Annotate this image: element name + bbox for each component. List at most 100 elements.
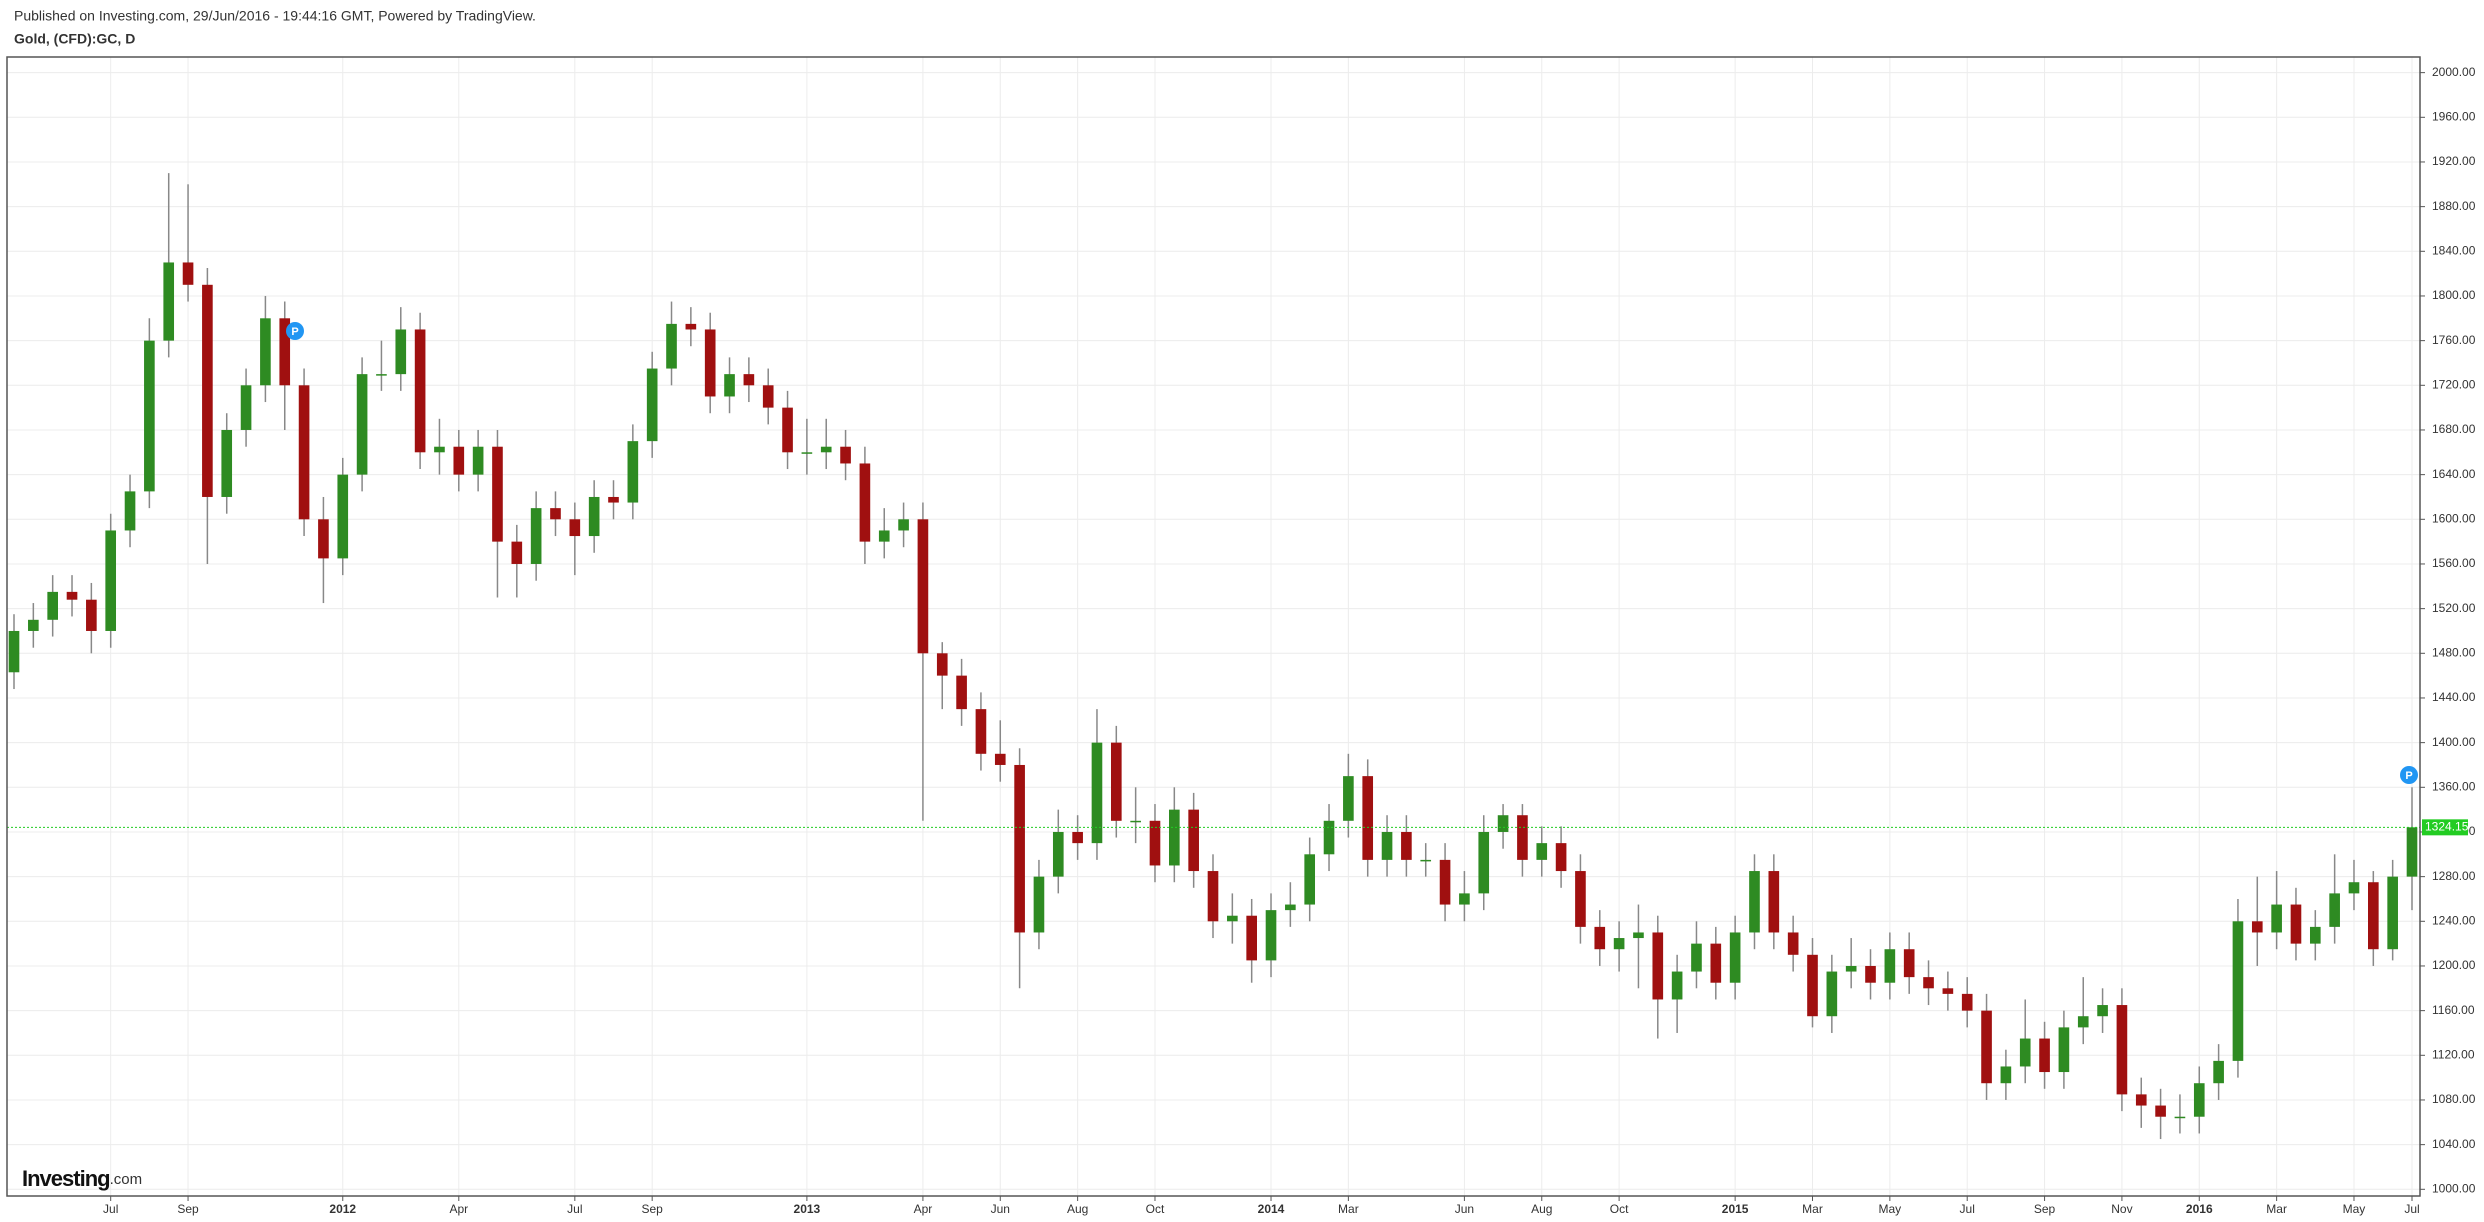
candle-body	[318, 519, 329, 559]
x-tick-label: 2013	[794, 1202, 821, 1216]
candle-body	[66, 591, 78, 600]
candle-body	[356, 374, 368, 475]
candle-body	[975, 709, 987, 754]
candle-body	[472, 446, 484, 475]
y-tick-label: 1280.00	[2432, 869, 2476, 883]
candle-body	[279, 318, 291, 386]
candle-body	[492, 446, 503, 542]
candle-body	[2000, 1066, 2012, 1084]
candle-body	[1188, 809, 1199, 872]
candle-body	[2193, 1083, 2205, 1117]
x-tick-label: Jun	[1455, 1202, 1474, 1216]
candle-body	[1749, 871, 1760, 933]
candle-body	[1729, 932, 1741, 983]
candle-body	[1536, 843, 1548, 860]
candle-body	[1033, 876, 1045, 933]
candle-body	[414, 329, 426, 453]
candle-body	[395, 329, 407, 375]
candle-body	[1691, 943, 1702, 972]
watermark-suffix: .com	[110, 1171, 143, 1188]
candle-body	[569, 519, 581, 537]
candle-body	[917, 519, 929, 654]
candle-body	[1149, 820, 1161, 866]
candle-body	[2290, 904, 2302, 944]
x-tick-label: Jul	[2404, 1202, 2419, 1216]
candle-body	[646, 368, 658, 442]
candle-body	[1865, 965, 1876, 983]
candle-body	[182, 262, 194, 285]
candle-body	[376, 374, 387, 376]
y-tick-label: 1720.00	[2432, 377, 2476, 391]
candle-body	[898, 519, 909, 531]
annotation-marker	[286, 322, 304, 340]
grid: 1000.00 1040.00 1080.00 1120.00 1160.00 1200.…	[7, 57, 2476, 1216]
candle-body	[1613, 938, 1625, 950]
x-tick-label: Oct	[1610, 1202, 1629, 1216]
candle-body	[124, 491, 136, 531]
candle-body	[685, 323, 697, 330]
y-tick-label: 1880.00	[2432, 199, 2476, 213]
candle-body	[260, 318, 271, 386]
candle-body	[453, 446, 465, 475]
x-tick-label: Apr	[449, 1202, 468, 1216]
x-tick-label: Sep	[2034, 1202, 2056, 1216]
candle-body	[878, 530, 890, 542]
candle-body	[994, 753, 1006, 765]
candle-body	[1110, 742, 1122, 821]
last-price-box	[2422, 819, 2468, 836]
candle-body	[1942, 988, 1954, 994]
candle-body	[2019, 1038, 2031, 1067]
y-tick-label: 1040.00	[2432, 1137, 2476, 1151]
candle-body	[298, 385, 310, 520]
candle-body	[2406, 827, 2418, 877]
candle-body	[1768, 871, 1780, 933]
candle-body	[1981, 1010, 1992, 1084]
candle-body	[762, 385, 774, 408]
candle-body	[859, 463, 871, 542]
x-tick-label: Mar	[2266, 1202, 2287, 1216]
candle-body	[550, 508, 561, 520]
x-tick-label: 2012	[329, 1202, 356, 1216]
x-tick-label: Oct	[1146, 1202, 1165, 1216]
x-tick-label: Mar	[1802, 1202, 1823, 1216]
candle-body	[956, 675, 967, 710]
y-tick-label: 1840.00	[2432, 243, 2476, 257]
candle-body	[782, 407, 793, 453]
candle-body	[221, 429, 233, 497]
x-tick-label: Jul	[1960, 1202, 1975, 1216]
candle-body	[144, 340, 155, 492]
candle-body	[1227, 915, 1238, 922]
y-tick-label: 1200.00	[2432, 958, 2476, 972]
x-tick-label: Jun	[991, 1202, 1010, 1216]
candle-body	[1362, 776, 1374, 860]
candle-body	[1459, 893, 1470, 905]
candle-body	[1845, 965, 1857, 972]
candle-body	[1285, 904, 1296, 911]
candle-body	[240, 385, 252, 430]
candle-body	[1497, 815, 1509, 832]
candle-body	[2368, 882, 2379, 950]
candle-body	[2135, 1094, 2147, 1106]
x-tick-label: May	[2343, 1202, 2366, 1216]
candle-body	[1652, 932, 1664, 1000]
candle-body	[1072, 831, 1083, 844]
candle-body	[1130, 820, 1141, 823]
candle-body	[743, 374, 755, 386]
candle-body	[2116, 1005, 2128, 1095]
candle-body	[936, 653, 948, 676]
x-tick-label: Sep	[641, 1202, 663, 1216]
candle-body	[511, 541, 523, 564]
candle-body	[1246, 915, 1257, 961]
candle-body	[1671, 971, 1683, 1000]
annotation-text: P	[291, 326, 298, 338]
candle-body	[1787, 932, 1799, 955]
candle-body	[840, 446, 851, 464]
candle-body	[1594, 926, 1606, 950]
y-tick-label: 1080.00	[2432, 1092, 2476, 1106]
candle-body	[47, 591, 58, 620]
y-tick-label: 1760.00	[2432, 333, 2476, 347]
y-tick-label: 1120.00	[2432, 1047, 2475, 1061]
candle-body	[1903, 949, 1915, 978]
candle-body	[627, 441, 639, 503]
candle-body	[2097, 1005, 2108, 1017]
